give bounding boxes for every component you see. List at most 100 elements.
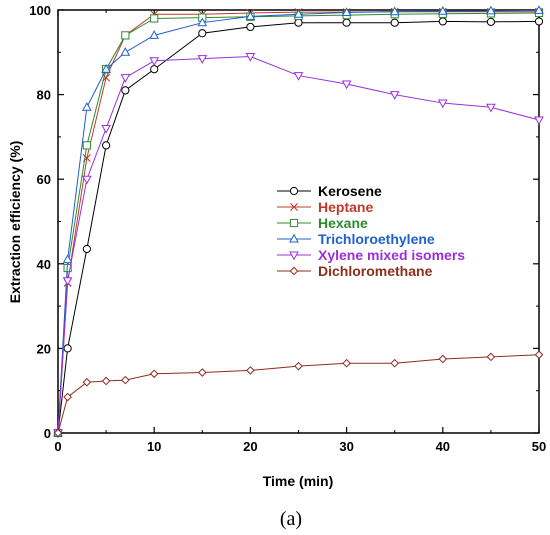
data-point-trichloroethylene	[341, 7, 352, 17]
data-point-xylene-mixed-isomers	[534, 116, 544, 126]
data-point-kerosene	[63, 344, 72, 353]
data-point-trichloroethylene	[120, 47, 131, 56]
y-tick-label: 60	[37, 172, 51, 187]
legend-label-hexane: Hexane	[318, 215, 368, 231]
data-point-dichloromethane	[121, 375, 130, 385]
series-layer	[53, 5, 544, 439]
legend-marker-kerosene	[289, 186, 299, 196]
data-point-dichloromethane	[53, 428, 63, 438]
data-point-xylene-mixed-isomers	[245, 53, 256, 62]
x-tick-label: 20	[243, 439, 257, 454]
legend-label-heptane: Heptane	[318, 199, 373, 215]
data-point-hexane	[150, 14, 159, 23]
series-line-trichloroethylene	[57, 9, 540, 434]
x-axis-label: Time (min)	[263, 473, 334, 489]
legend: KeroseneHeptaneHexaneTrichloroethyleneXy…	[277, 183, 465, 279]
legend-item-heptane: Heptane	[277, 199, 373, 215]
data-point-dichloromethane	[438, 354, 448, 364]
data-point-xylene-mixed-isomers	[389, 91, 400, 100]
legend-item-hexane: Hexane	[277, 215, 368, 231]
data-point-trichloroethylene	[293, 9, 304, 18]
series-trichloroethylene	[53, 5, 544, 437]
data-point-kerosene	[438, 17, 447, 26]
data-point-trichloroethylene	[486, 5, 496, 15]
data-point-xylene-mixed-isomers	[82, 175, 92, 185]
data-point-trichloroethylene	[149, 30, 160, 39]
data-point-trichloroethylene	[534, 5, 544, 14]
data-point-dichloromethane	[294, 361, 303, 371]
legend-item-xylene-mixed-isomers: Xylene mixed isomers	[277, 247, 465, 263]
data-point-dichloromethane	[197, 368, 207, 377]
y-tick-label: 0	[44, 426, 51, 441]
series-line-hexane	[57, 12, 540, 434]
legend-label-dichloromethane: Dichloromethane	[318, 263, 433, 279]
data-point-trichloroethylene	[101, 63, 111, 73]
data-point-dichloromethane	[486, 352, 496, 362]
x-tick-label: 40	[436, 439, 450, 454]
data-point-kerosene	[390, 18, 399, 27]
data-point-dichloromethane	[101, 376, 111, 386]
data-point-dichloromethane	[342, 358, 351, 368]
axes: 0 10 20 30 40 50 0 20 40 60 80 100	[29, 3, 546, 454]
data-point-xylene-mixed-isomers	[293, 72, 304, 81]
data-point-xylene-mixed-isomers	[341, 80, 352, 90]
data-point-kerosene	[246, 22, 255, 32]
data-point-trichloroethylene	[437, 6, 448, 15]
legend-marker-heptane	[290, 203, 298, 211]
data-point-hexane	[121, 31, 130, 40]
data-point-dichloromethane	[534, 350, 544, 360]
data-point-kerosene	[150, 65, 159, 74]
series-xylene-mixed-isomers	[53, 53, 544, 439]
legend-item-trichloroethylene: Trichloroethylene	[277, 231, 435, 247]
data-point-trichloroethylene	[62, 254, 73, 264]
data-point-xylene-mixed-isomers	[62, 277, 73, 286]
data-point-trichloroethylene	[82, 102, 92, 111]
data-point-dichloromethane	[149, 369, 159, 379]
data-point-trichloroethylene	[245, 11, 256, 20]
data-point-kerosene	[121, 86, 130, 95]
data-point-kerosene	[198, 29, 207, 38]
series-line-kerosene	[57, 20, 540, 434]
series-line-xylene-mixed-isomers	[57, 56, 540, 434]
legend-marker-trichloroethylene	[289, 233, 299, 243]
data-point-xylene-mixed-isomers	[486, 103, 496, 113]
data-point-hexane	[82, 141, 91, 150]
x-tick-label: 50	[532, 439, 546, 454]
data-point-dichloromethane	[246, 366, 255, 375]
data-point-kerosene	[102, 141, 111, 150]
data-point-xylene-mixed-isomers	[120, 74, 131, 83]
figure-caption: (a)	[280, 508, 302, 530]
y-axis-label: Extraction efficiency (%)	[7, 141, 23, 304]
legend-marker-hexane	[289, 218, 299, 228]
x-tick-label: 10	[147, 439, 161, 454]
data-point-xylene-mixed-isomers	[101, 124, 111, 134]
data-point-dichloromethane	[390, 358, 400, 368]
data-point-xylene-mixed-isomers	[149, 57, 160, 66]
y-tick-label: 40	[37, 257, 51, 272]
x-tick-label: 0	[54, 439, 61, 454]
legend-item-dichloromethane: Dichloromethane	[277, 263, 433, 279]
legend-marker-dichloromethane	[289, 266, 299, 276]
data-point-trichloroethylene	[389, 6, 400, 16]
data-point-kerosene	[534, 17, 544, 26]
legend-label-kerosene: Kerosene	[318, 183, 382, 199]
x-tick-label: 30	[339, 439, 353, 454]
legend-item-kerosene: Kerosene	[277, 183, 382, 199]
y-tick-label: 80	[37, 88, 51, 103]
data-point-dichloromethane	[63, 392, 72, 402]
y-tick-label: 20	[37, 341, 51, 356]
y-tick-label: 100	[29, 3, 51, 18]
legend-label-trichloroethylene: Trichloroethylene	[318, 231, 435, 247]
series-dichloromethane	[53, 350, 544, 438]
legend-label-xylene-mixed-isomers: Xylene mixed isomers	[318, 247, 465, 263]
data-point-xylene-mixed-isomers	[437, 99, 448, 109]
data-point-kerosene	[486, 17, 495, 26]
data-point-trichloroethylene	[197, 17, 208, 27]
data-point-kerosene	[82, 244, 91, 254]
data-point-dichloromethane	[82, 377, 92, 387]
legend-marker-xylene-mixed-isomers	[289, 251, 299, 261]
series-kerosene	[53, 17, 544, 438]
data-point-kerosene	[294, 18, 303, 27]
data-point-kerosene	[342, 18, 351, 27]
